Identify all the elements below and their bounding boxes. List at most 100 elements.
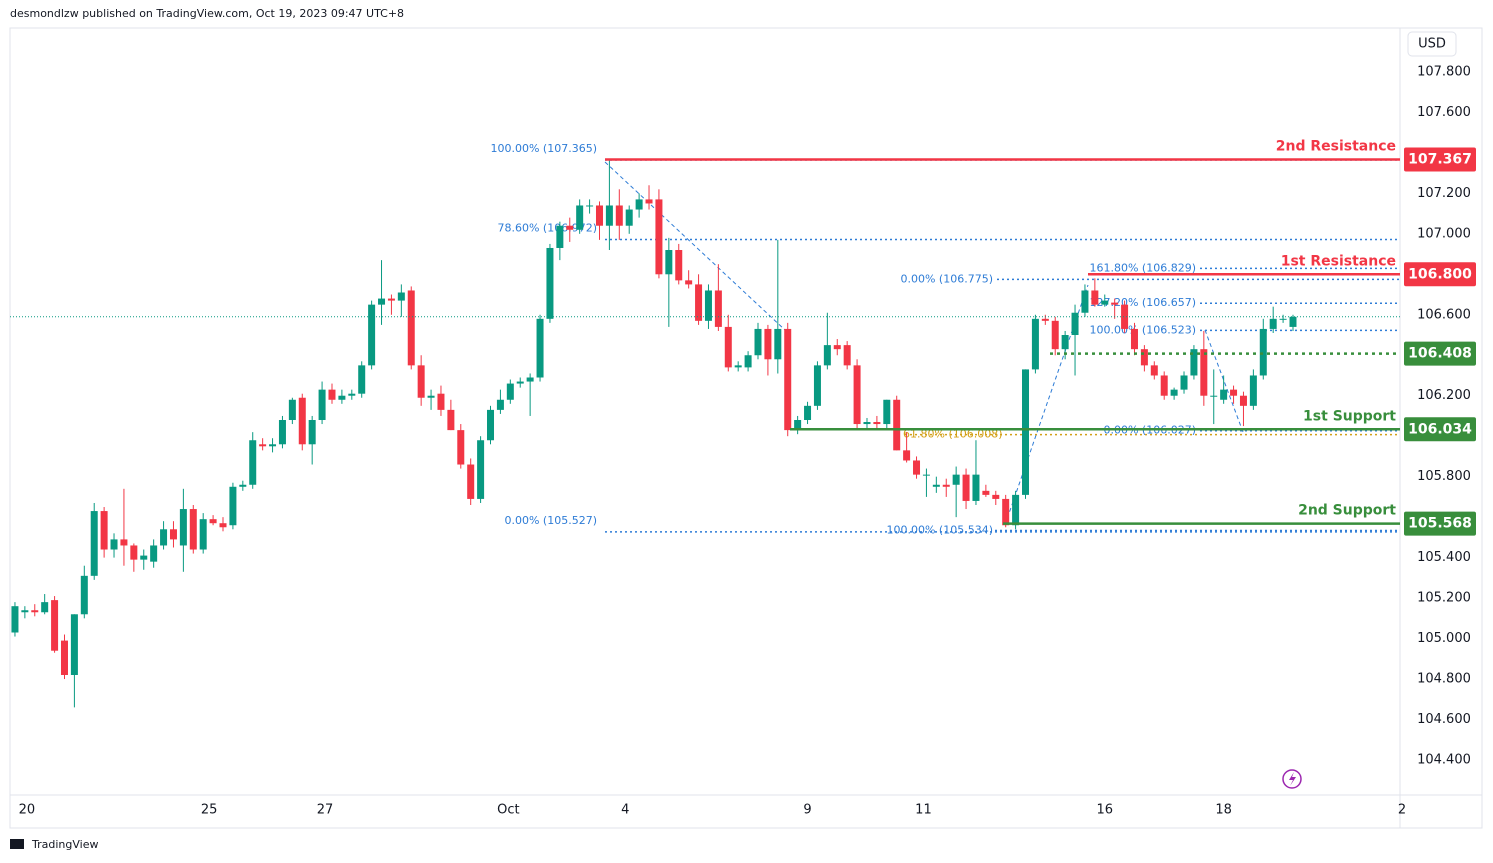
candle-body [1289, 316, 1297, 327]
candle-body [893, 399, 901, 451]
candle-body [1101, 300, 1109, 305]
candle-body [556, 225, 564, 248]
candle-body [179, 509, 187, 546]
candle-body [1061, 335, 1069, 350]
candle-body [160, 529, 168, 546]
candle-body [1111, 302, 1119, 305]
candle-body [288, 399, 296, 420]
candle-body [546, 247, 554, 319]
candle-body [1121, 304, 1129, 329]
y-tick-label: 107.600 [1417, 105, 1471, 120]
candle-body [259, 444, 267, 447]
candle-body [942, 484, 950, 487]
x-tick-label: 27 [317, 803, 334, 818]
candle-body [1200, 349, 1208, 396]
candle-body [794, 419, 802, 431]
candle-body [318, 389, 326, 420]
candle-body [883, 399, 891, 425]
candle-body [358, 365, 366, 394]
y-tick-label: 106.600 [1417, 307, 1471, 322]
candle-body [1041, 318, 1049, 321]
x-tick-label: 25 [201, 803, 218, 818]
candle-body [387, 298, 395, 301]
candle-body [239, 484, 247, 487]
candle-body [1130, 328, 1138, 350]
candle-body [922, 474, 930, 476]
candle-body [378, 298, 386, 305]
candle-body [1259, 328, 1267, 376]
candle-body [1269, 318, 1277, 329]
price-tag [1404, 262, 1476, 287]
candle-body [130, 545, 138, 560]
candle-body [704, 290, 712, 321]
candle-body [169, 529, 177, 540]
candle-body [516, 381, 524, 384]
candle-body [447, 409, 455, 431]
candle-body [992, 494, 1000, 499]
candle-body [1180, 375, 1188, 390]
candle-body [1239, 395, 1247, 406]
candle-body [467, 464, 475, 499]
candle-body [843, 345, 851, 366]
candle-body [308, 419, 316, 445]
candle-body [774, 328, 782, 360]
candle-body [1249, 375, 1257, 406]
candle-body [437, 393, 445, 410]
y-tick-label: 106.200 [1417, 388, 1471, 403]
candle-body [982, 490, 990, 495]
candle-body [11, 606, 19, 633]
candle-body [90, 511, 98, 576]
candle-body [407, 290, 415, 366]
candle-body [764, 328, 772, 360]
level-name: 1st Resistance [1281, 253, 1396, 269]
candle-body [903, 450, 911, 461]
candle-body [962, 474, 970, 501]
candle-body [140, 555, 148, 560]
candle-body [120, 539, 128, 546]
candle-body [615, 205, 623, 226]
candle-body [209, 519, 217, 524]
x-tick-label: 9 [803, 803, 811, 818]
price-tag-label: 106.408 [1408, 346, 1472, 362]
candle-body [427, 395, 435, 398]
y-tick-label: 105.800 [1417, 469, 1471, 484]
candle-body [833, 345, 841, 350]
candle-body [1051, 320, 1059, 350]
candle-body [80, 575, 88, 615]
candle-body [1170, 389, 1178, 396]
candle-body [972, 474, 980, 501]
candle-body [625, 209, 633, 226]
candle-body [595, 205, 603, 226]
price-tag [1404, 147, 1476, 172]
price-tag-label: 107.367 [1408, 152, 1472, 168]
candle-body [417, 365, 425, 398]
candle-body [1279, 318, 1287, 320]
currency: USD [1418, 37, 1446, 52]
candle-body [70, 614, 78, 675]
footer: TradingView [31, 838, 98, 851]
candle-body [397, 292, 405, 301]
candle-body [51, 600, 59, 651]
price-tag-label: 106.034 [1408, 421, 1472, 437]
candle-body [150, 545, 158, 562]
fib-label: 127.20% (106.657) [1089, 296, 1196, 309]
candle-body [1091, 290, 1099, 305]
level-name: 2nd Resistance [1276, 139, 1396, 155]
candle-body [784, 328, 792, 431]
candle-body [536, 318, 544, 378]
candle-body [1220, 389, 1228, 400]
candle-body [863, 422, 871, 425]
candle-body [1071, 312, 1079, 336]
candle-body [754, 328, 762, 356]
trend-line [604, 161, 786, 331]
currency-box[interactable] [1407, 31, 1457, 57]
candle-body [526, 377, 534, 382]
y-tick-label: 104.400 [1417, 752, 1471, 767]
candle-body [496, 399, 504, 410]
x-tick-label: 20 [19, 803, 36, 818]
candle-body [457, 430, 465, 465]
alert-icon[interactable] [1282, 769, 1302, 789]
candle-body [219, 523, 227, 528]
level-name: 2nd Support [1298, 503, 1396, 519]
candle-body [913, 460, 921, 475]
